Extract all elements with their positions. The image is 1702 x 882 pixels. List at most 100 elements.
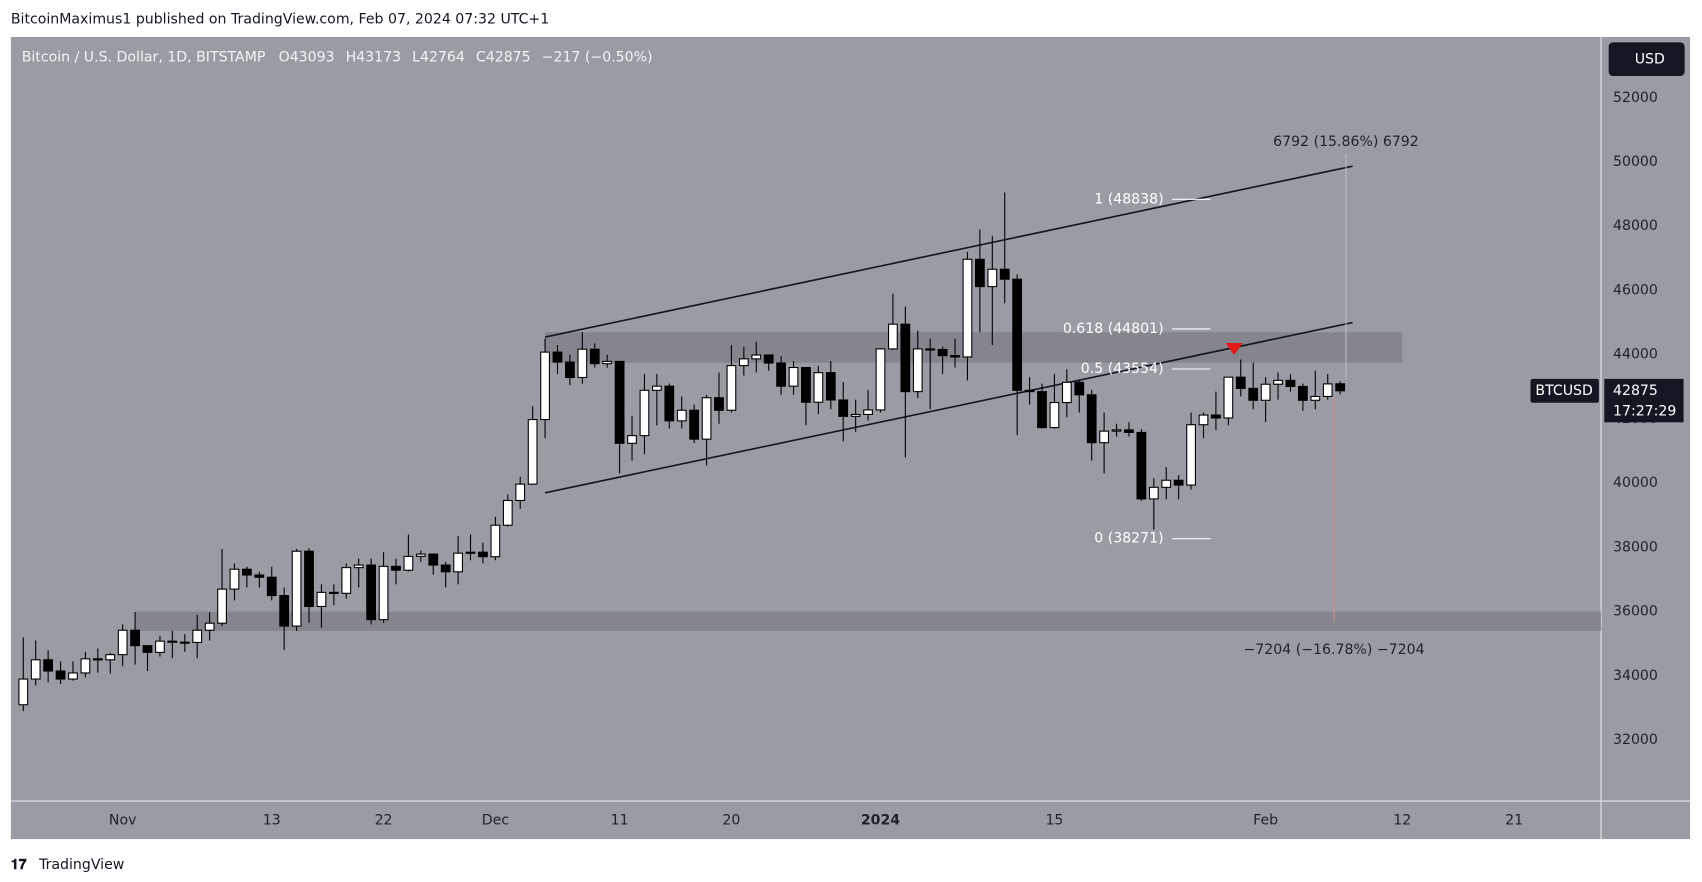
candle-body [478, 551, 488, 558]
candle-body [1235, 376, 1246, 389]
zone [545, 332, 1403, 363]
candle-body [68, 672, 78, 680]
y-tick-label: 38000 [1613, 539, 1658, 555]
y-tick-label: 48000 [1613, 218, 1658, 234]
x-tick-label: 22 [375, 813, 393, 829]
candle-body [527, 419, 538, 485]
candle-body [179, 641, 190, 644]
candle-body [92, 658, 103, 661]
candle-body [1024, 389, 1035, 393]
legend-open: 43093 [290, 50, 335, 66]
legend-h: H [346, 50, 357, 66]
measure-label: 6792 (15.86%) 6792 [1273, 134, 1419, 150]
candle-body [440, 564, 451, 573]
candle-body [403, 555, 414, 571]
candle-body [1161, 479, 1172, 488]
candle-body [353, 564, 364, 569]
candle-body [167, 640, 178, 643]
candle-body [1136, 431, 1147, 500]
fib-label: 0.618 (44801) [1063, 321, 1164, 337]
candle-body [341, 567, 352, 594]
candle-body [55, 670, 66, 680]
candle-body [999, 268, 1010, 280]
candle-body [1049, 401, 1060, 429]
legend-high: 43173 [356, 50, 401, 66]
candle-body [1148, 486, 1159, 500]
y-tick-label: 50000 [1613, 154, 1658, 170]
candle-body [1037, 391, 1047, 429]
candle-body [1198, 414, 1209, 426]
candle-body [515, 483, 526, 502]
currency-button[interactable] [1608, 42, 1685, 77]
candle-body [714, 397, 724, 411]
candle-body [987, 268, 998, 288]
y-tick-label: 34000 [1613, 668, 1658, 684]
candle-body [453, 552, 463, 573]
candle-body [1124, 429, 1134, 433]
candle-body [974, 258, 985, 288]
x-tick-label: 21 [1505, 813, 1523, 829]
candle-body [565, 361, 575, 379]
currency-label: USD [1635, 52, 1665, 68]
candle-body [900, 323, 911, 393]
candle-body [1211, 414, 1221, 419]
candle-body [726, 365, 737, 411]
fib-label: 0.5 (43554) [1081, 361, 1164, 377]
candle-body [888, 323, 898, 350]
x-tick-label: Nov [109, 813, 137, 829]
x-tick-label: 2024 [861, 813, 900, 829]
candle-body [577, 348, 588, 379]
candle-body [1086, 394, 1097, 444]
legend-c: C [476, 50, 486, 66]
candle-body [912, 348, 923, 393]
y-tick-label: 40000 [1613, 475, 1658, 491]
candle-body [378, 565, 389, 621]
legend-low: 42764 [420, 50, 465, 66]
y-tick-label: 44000 [1613, 347, 1658, 363]
legend-change: −217 (−0.50%) [542, 50, 653, 66]
plot [18, 165, 1602, 712]
candle-body [651, 385, 662, 391]
trendline [544, 165, 1353, 338]
candle-body [540, 351, 550, 421]
candle-body [366, 564, 377, 621]
candle-body [204, 622, 215, 631]
candle-body [614, 360, 625, 444]
candle-body [875, 348, 886, 411]
candle-body [1061, 381, 1072, 404]
candle-body [43, 659, 54, 672]
y-tick-label: 36000 [1613, 604, 1658, 620]
chart-area [10, 36, 1691, 840]
footer-logo: 𝟏𝟕 [11, 857, 27, 873]
candle-body [825, 372, 836, 401]
countdown: 17:27:29 [1613, 403, 1676, 419]
candle-body [217, 588, 227, 624]
candle-body [788, 366, 799, 387]
candle-body [776, 362, 786, 387]
candle-body [1223, 376, 1234, 419]
fib-label: 0 (38271) [1094, 531, 1163, 547]
candle-body [602, 360, 613, 365]
candle-body [552, 351, 563, 363]
candle-body [1298, 385, 1308, 401]
candle-body [801, 366, 811, 403]
candle-body [254, 574, 265, 578]
candle-body [1273, 379, 1283, 385]
candle-body [428, 553, 439, 566]
y-tick-label: 46000 [1613, 282, 1658, 298]
y-tick-label: 52000 [1613, 90, 1658, 106]
candle-body [1260, 383, 1271, 401]
candle-body [838, 399, 849, 417]
candle-body [130, 629, 140, 647]
candle-body [142, 645, 153, 653]
legend-l: L [412, 50, 420, 66]
candle-body [192, 629, 203, 643]
last-price: 42875 [1613, 383, 1658, 399]
x-tick-label: 15 [1045, 813, 1063, 829]
candle-body [391, 565, 401, 571]
legend-close: 42875 [486, 50, 531, 66]
byline: BitcoinMaximus1 published on TradingView… [11, 12, 549, 28]
candle-body [738, 358, 749, 367]
candle-body [1111, 429, 1122, 432]
candle-body [850, 413, 861, 417]
